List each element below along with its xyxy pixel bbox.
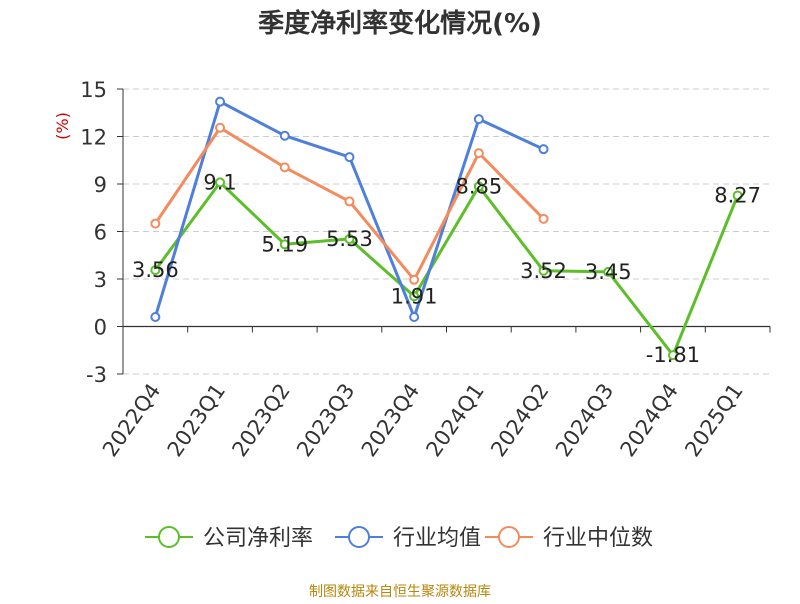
series-point-0 (473, 181, 484, 192)
series-point-1 (279, 130, 290, 141)
series-point-2 (344, 196, 355, 207)
series-point-2 (538, 213, 549, 224)
y-tick-label: 3 (94, 268, 107, 292)
legend-swatch-marker (498, 526, 520, 548)
x-tick-label: 2022Q4 (98, 379, 165, 461)
series-point-1 (473, 114, 484, 125)
legend-item-2: 行业中位数 (485, 526, 653, 551)
series-point-0 (215, 177, 226, 188)
series-line-0 (154, 180, 739, 357)
y-tick-label: 9 (94, 173, 107, 197)
legend-swatch-marker (158, 526, 180, 548)
y-tick-label: -3 (86, 363, 107, 387)
legend-item-1: 行业均值 (335, 526, 481, 551)
series-layer (150, 96, 743, 361)
series-point-1 (344, 152, 355, 163)
series-point-2 (473, 148, 484, 159)
data-label-layer: 3.56 9.1 5.19 5.53 1.91 8.85 3.52 3.45 -1.81 8.27 (132, 170, 761, 367)
x-tick-label: 2024Q3 (551, 379, 618, 461)
series-point-0 (150, 265, 161, 276)
data-label: 3.52 (520, 259, 567, 283)
legend-swatch-marker (348, 526, 370, 548)
series-point-0 (732, 190, 743, 201)
series-point-0 (538, 265, 549, 276)
data-label: 1.91 (391, 284, 438, 308)
data-label: 5.53 (326, 227, 373, 251)
x-tick-label: 2024Q1 (421, 379, 488, 461)
y-tick-label: 12 (80, 126, 107, 150)
series-point-1 (215, 96, 226, 107)
x-tick-label: 2023Q1 (163, 379, 230, 461)
x-tick-label: 2023Q3 (292, 379, 359, 461)
legend-item-0: 公司净利率 (145, 526, 313, 551)
data-label: 9.1 (203, 170, 236, 194)
x-tick-label: 2025Q1 (680, 379, 747, 461)
data-label: 3.45 (585, 260, 632, 284)
chart-title: 季度净利率变化情况(%) (258, 8, 542, 39)
data-label: 3.56 (132, 258, 179, 282)
x-tick-label: 2023Q2 (227, 379, 294, 461)
x-tick-label: 2024Q2 (486, 379, 553, 461)
source-note: 制图数据来自恒生聚源数据库 (309, 584, 491, 600)
y-tick-label: 15 (80, 78, 107, 102)
series-point-0 (603, 266, 614, 277)
series-line-1 (153, 100, 545, 319)
series-point-1 (150, 312, 161, 322)
series-point-2 (215, 122, 226, 133)
legend-label: 行业中位数 (543, 526, 653, 551)
legend-label: 公司净利率 (203, 526, 313, 551)
series-point-2 (279, 162, 290, 173)
data-label: 8.85 (455, 174, 502, 198)
series-point-0 (409, 291, 420, 302)
legend: 公司净利率 行业均值 行业中位数 (145, 526, 653, 551)
x-tick-label: 2024Q4 (616, 379, 683, 461)
data-label: 8.27 (714, 184, 761, 208)
data-label: 5.19 (261, 232, 308, 256)
y-axis-label: (%) (53, 112, 72, 140)
series-point-0 (344, 233, 355, 244)
y-tick-label: 6 (94, 221, 107, 245)
series-point-2 (150, 218, 161, 229)
axis-layer: -3 0 3 6 9 12 15 2022Q42023Q12023Q22023Q32023Q4… (80, 78, 771, 461)
legend-label: 行业均值 (393, 526, 481, 551)
y-tick-label: 0 (94, 316, 107, 340)
x-tick-label: 2023Q4 (357, 379, 424, 461)
series-point-0 (667, 350, 678, 361)
series-point-0 (279, 239, 290, 250)
series-point-1 (538, 144, 549, 155)
series-point-2 (409, 274, 420, 285)
series-point-1 (409, 312, 420, 322)
grid-layer (123, 88, 770, 375)
data-label: -1.81 (646, 343, 700, 367)
